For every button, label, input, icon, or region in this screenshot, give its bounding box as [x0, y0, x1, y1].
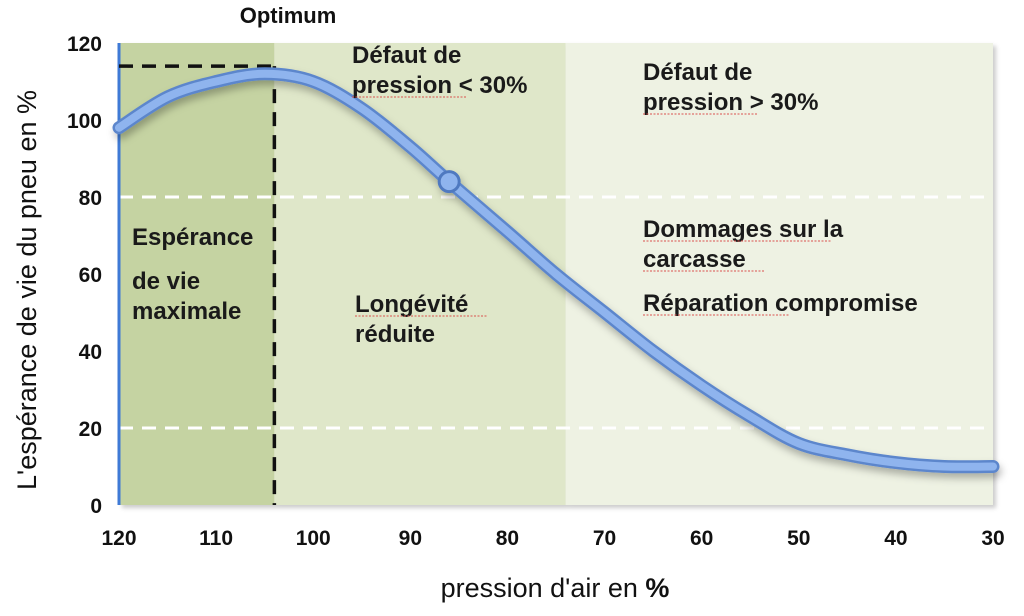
annotation-zone3-mid-line1: Dommages sur la — [643, 216, 844, 243]
annotation-zone2-mid-line2: réduite — [355, 321, 435, 348]
y-tick-label: 40 — [79, 341, 102, 364]
annotation-zone2-top-line2: pression < 30% — [352, 72, 527, 99]
y-tick-labels: 0 20 40 60 80 100 120 — [67, 33, 102, 518]
gridlines — [119, 195, 993, 430]
spellcheck-underlines — [352, 96, 832, 317]
x-tick-label: 70 — [593, 527, 616, 550]
y-tick-label: 100 — [67, 110, 102, 133]
y-tick-label: 80 — [79, 187, 102, 210]
x-tick-label: 90 — [399, 527, 422, 550]
x-tick-label: 80 — [496, 527, 519, 550]
x-tick-label: 110 — [199, 527, 233, 550]
chart-title: Optimum — [240, 3, 337, 28]
optimum-guides — [119, 64, 277, 505]
x-tick-label: 120 — [101, 527, 136, 550]
region-underinflation-zone — [274, 43, 566, 505]
annotation-zone1-line2: de vie — [132, 268, 200, 295]
annotation-zone3-top-line1: Défaut de — [643, 59, 752, 86]
annotation-zone2-top-line1: Défaut de — [352, 42, 461, 69]
y-tick-label: 120 — [67, 33, 102, 56]
annotation-zone3-top-line2: pression > 30% — [643, 89, 818, 116]
y-tick-label: 60 — [79, 264, 102, 287]
annotation-zone2-mid-line1: Longévité — [355, 291, 468, 318]
annotation-zone3-mid-line3: Réparation compromise — [643, 290, 918, 317]
x-tick-labels: 120 110 100 90 80 70 60 50 40 30 — [101, 527, 1004, 550]
y-axis-label: L'espérance de vie du pneu en % — [12, 90, 42, 490]
series-line — [115, 69, 997, 471]
annotation-zone1-line1: Espérance — [132, 224, 253, 251]
annotation-zone1-line3: maximale — [132, 298, 241, 325]
x-tick-label: 60 — [690, 527, 713, 550]
series-curve — [112, 67, 1000, 474]
annotation-zone3-mid-line2: carcasse — [643, 246, 746, 273]
x-tick-label: 100 — [296, 527, 331, 550]
x-tick-label: 30 — [981, 527, 1004, 550]
y-tick-label: 0 — [90, 495, 102, 518]
background-regions — [119, 43, 993, 505]
x-tick-label: 40 — [884, 527, 907, 550]
series-point-marker — [437, 170, 461, 194]
x-tick-label: 50 — [787, 527, 810, 550]
x-axis-label: pression d'air en % — [441, 573, 670, 603]
y-tick-label: 20 — [79, 418, 102, 441]
